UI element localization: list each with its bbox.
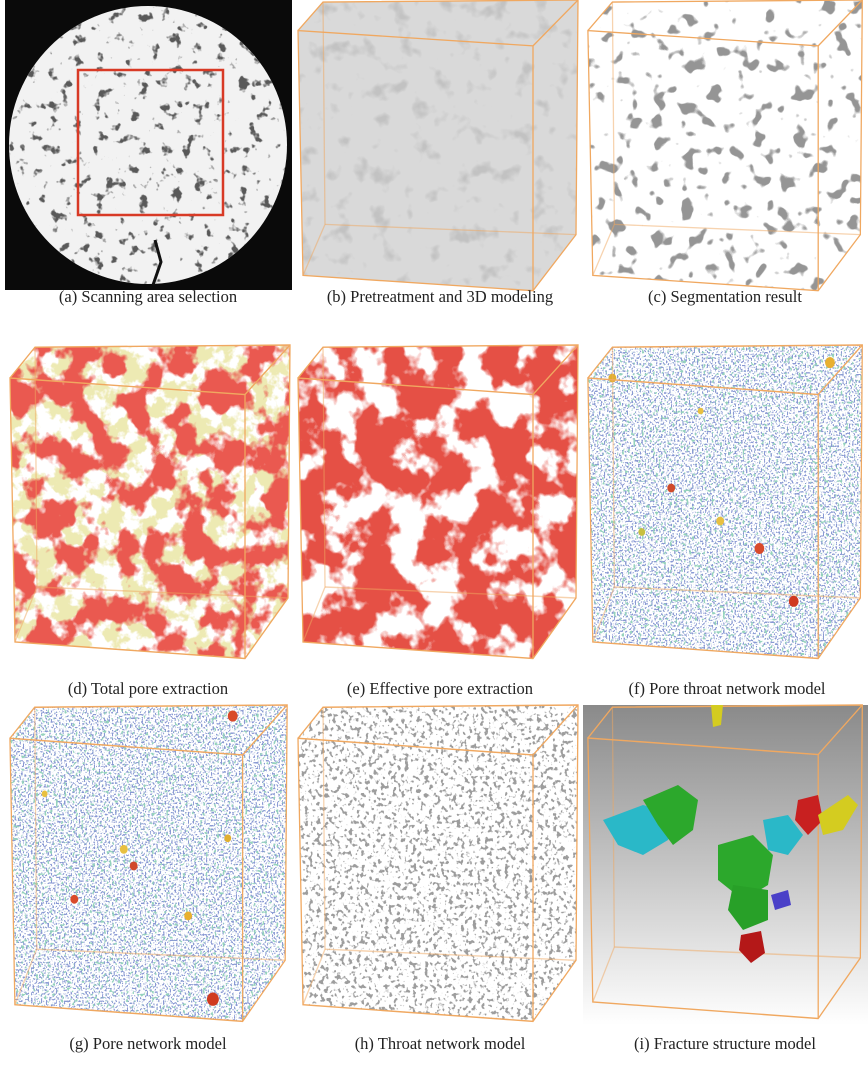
panel-b: [293, 0, 583, 296]
panel-h: [293, 705, 583, 1027]
figure: (a) Scanning area selection (b) Pretreat…: [0, 0, 868, 1065]
panel-f: [583, 345, 867, 664]
caption: (a) Scanning area selection: [59, 287, 237, 306]
caption: (c) Segmentation result: [648, 287, 802, 306]
panel-c: [583, 0, 867, 296]
panel-e: [293, 345, 583, 664]
caption: (d) Total pore extraction: [68, 679, 228, 698]
panel-g: [5, 705, 292, 1027]
caption: (i) Fracture structure model: [634, 1034, 816, 1053]
caption: (f) Pore throat network model: [628, 679, 825, 698]
caption: (h) Throat network model: [355, 1034, 526, 1053]
panel-a: [5, 0, 292, 290]
caption: (e) Effective pore extraction: [347, 679, 533, 698]
caption: (g) Pore network model: [69, 1034, 227, 1053]
panel-d: [5, 345, 295, 664]
panel-i: [583, 705, 868, 1025]
caption: (b) Pretreatment and 3D modeling: [327, 287, 553, 306]
